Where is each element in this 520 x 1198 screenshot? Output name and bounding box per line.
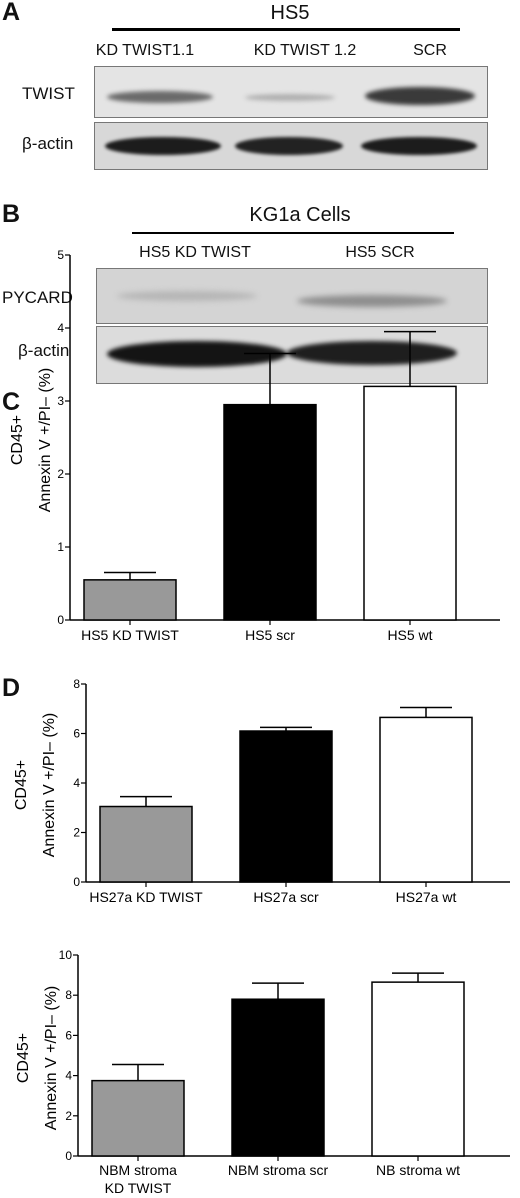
- y-tick-label: 4: [65, 1069, 72, 1083]
- y-axis-label: CD45+: [13, 760, 30, 810]
- twist-band-kd2: [245, 94, 335, 101]
- y-tick-label: 6: [73, 727, 80, 741]
- panel-b-pycard-blot: [96, 268, 488, 324]
- panel-a-row-actin: β-actin: [22, 134, 74, 153]
- actin-a-band-3: [361, 137, 477, 155]
- category-label: HS5 wt: [387, 627, 432, 643]
- panel-b-row-actin: β-actin: [18, 341, 70, 360]
- twist-band-scr: [365, 87, 475, 105]
- y-tick-label: 0: [57, 613, 64, 627]
- panel-a-twist-blot: [94, 66, 488, 118]
- panel-b-lane-2: HS5 SCR: [345, 244, 415, 261]
- y-tick-label: 0: [65, 1149, 72, 1163]
- bar: [231, 998, 325, 1157]
- y-tick-label: 6: [65, 1028, 72, 1042]
- bar: [379, 716, 473, 883]
- bar: [371, 981, 465, 1157]
- y-tick-label: 3: [57, 394, 64, 408]
- category-label: HS5 scr: [245, 627, 295, 643]
- panel-c-letter: C: [2, 388, 21, 416]
- panel-b-lane-1: HS5 KD TWIST: [139, 244, 251, 261]
- panel-b-letter: B: [2, 200, 21, 228]
- panel-d-letter: D: [2, 674, 21, 702]
- bar: [99, 805, 193, 883]
- bar: [223, 403, 317, 621]
- y-tick-label: 8: [73, 677, 80, 691]
- y-axis-label: CD45+: [9, 415, 26, 465]
- twist-band-kd1: [107, 91, 213, 103]
- panel-a-row-twist: TWIST: [22, 84, 75, 103]
- category-label: HS27a wt: [396, 889, 457, 905]
- panel-b-header: KG1a Cells: [249, 204, 351, 226]
- panel-a-header-line: [112, 28, 460, 31]
- category-label: HS27a scr: [253, 889, 319, 905]
- y-axis-label: Annexin V +/PI– (%): [41, 713, 58, 858]
- panel-b-actin-blot: [96, 326, 488, 384]
- panel-b-row-pycard: PYCARD: [2, 288, 73, 307]
- y-tick-label: 5: [57, 248, 64, 262]
- category-label: KD TWIST: [105, 1180, 172, 1196]
- panel-a-lane-2: KD TWIST 1.2: [253, 42, 357, 59]
- bar: [91, 1079, 185, 1157]
- y-tick-label: 4: [57, 321, 64, 335]
- y-tick-label: 1: [57, 540, 64, 554]
- panel-a-letter: A: [2, 0, 21, 26]
- panel-a-lane-3: SCR: [413, 42, 447, 59]
- y-tick-label: 2: [57, 467, 64, 481]
- category-label: HS27a KD TWIST: [89, 889, 203, 905]
- y-axis-label: Annexin V +/PI– (%): [43, 986, 60, 1131]
- category-label: NBM stroma: [99, 1162, 177, 1178]
- actin-b-band-2: [287, 341, 457, 365]
- pycard-band-scr: [297, 295, 447, 307]
- y-tick-label: 8: [65, 988, 72, 1002]
- panel-a-lane-1: KD TWIST1.1: [95, 42, 195, 59]
- bar: [239, 730, 333, 883]
- y-axis-label: CD45+: [15, 1033, 32, 1083]
- y-axis-label: Annexin V +/PI– (%): [37, 368, 54, 513]
- y-tick-label: 4: [73, 776, 80, 790]
- y-tick-label: 0: [73, 875, 80, 889]
- y-tick-label: 2: [73, 826, 80, 840]
- bar: [363, 385, 457, 621]
- panel-a-actin-blot: [94, 122, 488, 170]
- actin-a-band-2: [235, 137, 343, 155]
- actin-a-band-1: [105, 137, 221, 155]
- category-label: NBM stroma scr: [228, 1162, 329, 1178]
- bar: [83, 579, 177, 621]
- category-label: NB stroma wt: [376, 1162, 460, 1178]
- panel-b-header-line: [132, 232, 454, 234]
- pycard-band-kd: [117, 291, 257, 301]
- category-label: HS5 KD TWIST: [81, 627, 179, 643]
- y-tick-label: 2: [65, 1109, 72, 1123]
- y-tick-label: 10: [59, 948, 73, 962]
- panel-a-header: HS5: [270, 2, 310, 24]
